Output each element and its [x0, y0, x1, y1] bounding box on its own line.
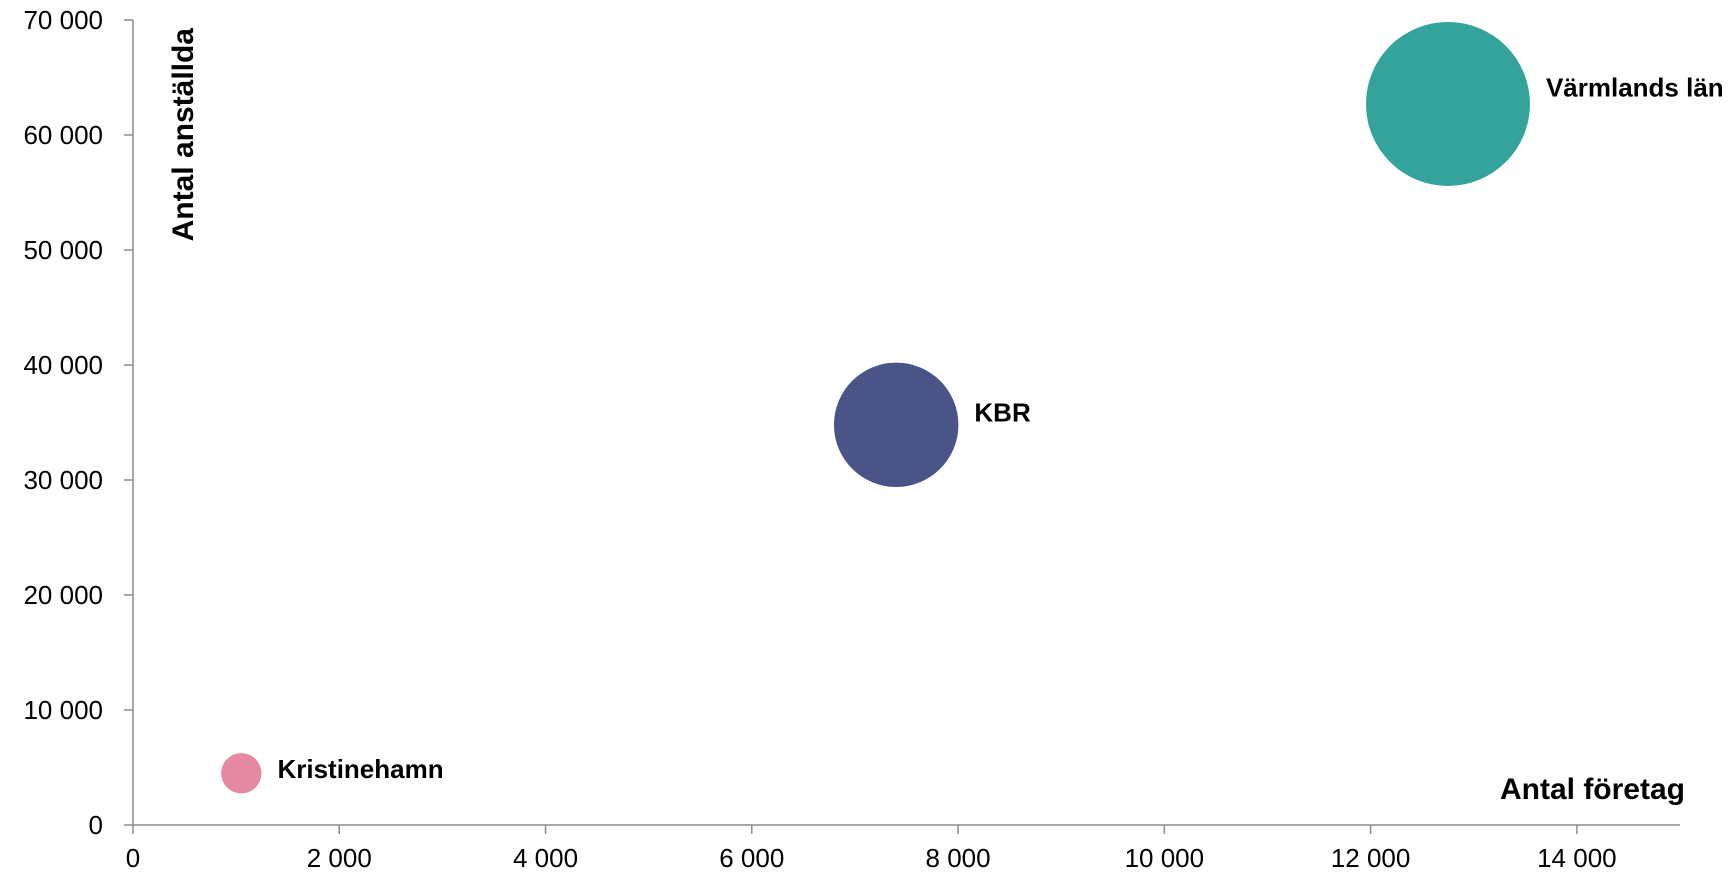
y-tick-label: 10 000 — [23, 695, 103, 725]
axes — [132, 20, 1680, 826]
x-tick-label: 10 000 — [1125, 843, 1205, 873]
bubble-label: KBR — [974, 397, 1031, 427]
bubble-labels: Kristinehamn KBR Värmlands län — [277, 73, 1723, 785]
y-tick-label: 70 000 — [23, 5, 103, 35]
bubble-label: Kristinehamn — [277, 754, 443, 784]
x-tick-label: 2 000 — [307, 843, 372, 873]
y-tick-label: 40 000 — [23, 350, 103, 380]
x-axis-title: Antal företag — [1500, 773, 1685, 806]
y-axis-ticks: 0 10 000 20 000 30 000 40 000 50 000 60 000 70 … — [23, 5, 133, 840]
x-tick-label: 4 000 — [513, 843, 578, 873]
y-tick-label: 60 000 — [23, 120, 103, 150]
x-axis-ticks: 0 2 000 4 000 6 000 8 000 10 000 12 000 14 000 — [126, 825, 1617, 873]
bubble — [221, 753, 262, 794]
bubble — [1365, 21, 1530, 186]
x-tick-label: 6 000 — [719, 843, 784, 873]
bubble-label: Värmlands län — [1546, 73, 1724, 103]
bubbles — [221, 21, 1530, 794]
bubble — [833, 362, 959, 488]
x-tick-label: 14 000 — [1537, 843, 1617, 873]
x-tick-label: 0 — [126, 843, 140, 873]
y-axis-title: Antal anställda — [167, 28, 200, 242]
x-tick-label: 8 000 — [926, 843, 991, 873]
y-tick-label: 0 — [89, 810, 103, 840]
y-tick-label: 20 000 — [23, 580, 103, 610]
y-tick-label: 50 000 — [23, 235, 103, 265]
y-tick-label: 30 000 — [23, 465, 103, 495]
x-tick-label: 12 000 — [1331, 843, 1411, 873]
